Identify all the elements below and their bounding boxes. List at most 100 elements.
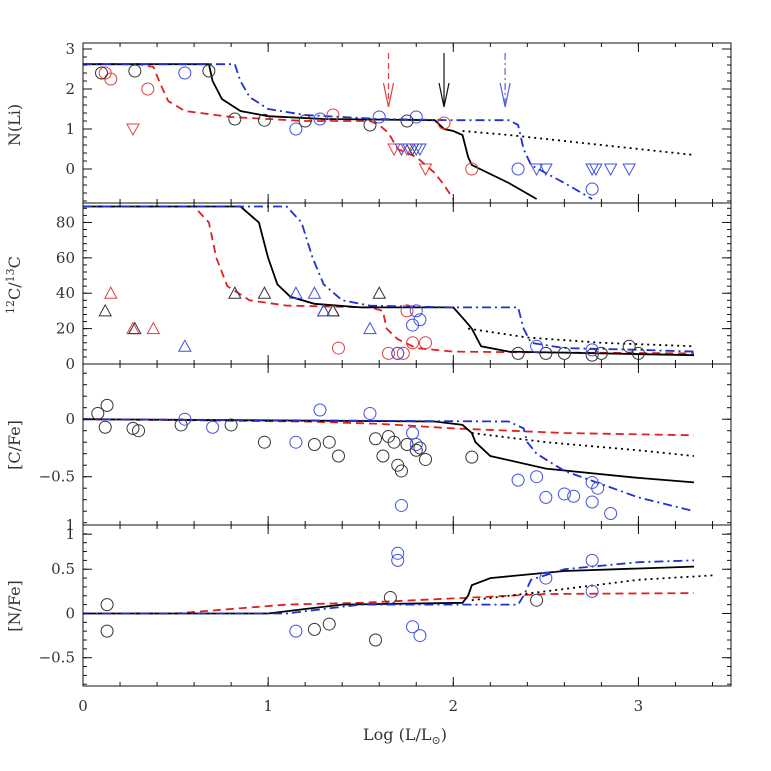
triangle-down-point-blue [603,163,618,177]
triangle-down-point-red [126,123,140,137]
panel-li: 0 1 2 3 [65,40,732,204]
circle-point-blue [178,66,192,80]
circle-point-red [104,72,118,86]
circle-point-blue [539,571,553,585]
triangle-up-point-red [126,321,140,335]
y-tick-label: 2 [65,80,75,98]
triangle-up-point-black [372,286,387,299]
circle-point-black [224,418,238,432]
circle-point-blue [413,629,427,643]
y-tick-label: 0 [65,355,75,373]
circle-point-red [326,108,340,122]
xlabel-main: Log (L/L [363,725,432,744]
triangle-down-point-blue [413,143,427,157]
circle-point-red [396,346,410,360]
y-tick-label: 1 [65,516,75,534]
triangle-down-point-red [418,163,433,177]
circle-point-blue [313,403,327,417]
curve-solid-model [83,565,695,615]
circle-point-red [331,341,345,355]
circle-point-red [400,304,414,318]
x-tick-label: 3 [634,697,644,715]
curve-dashed-model [83,205,695,355]
curve-dotted-model [467,327,695,348]
circle-point-black [257,435,271,449]
curve-dotted-model [471,432,695,457]
circle-point-blue [530,339,544,353]
circle-point-black [511,346,525,360]
circle-point-black [126,421,140,435]
panel-nfe: 1 0.5 0 −0.5 [39,516,732,687]
circle-point-blue [406,426,420,440]
circle-point-red [141,82,155,96]
panel-c1213: 0 20 40 60 80 [56,202,732,373]
circle-point-black [298,114,312,128]
circle-point-blue [372,110,386,124]
circle-point-black [100,624,114,638]
plot-area-c1213 [83,205,695,362]
circle-point-black [322,617,336,631]
y-tick-label: 40 [56,284,75,302]
ylabel-li: N(Li) [5,104,24,146]
panel-cfe: 0 −0.5 1 [39,363,732,543]
triangle-up-point-blue [307,286,322,299]
x-tick-label: 2 [449,697,459,715]
circle-point-blue [413,313,427,327]
triangle-up-point-blue [363,321,377,335]
circle-point-black [585,348,599,362]
circle-point-red [419,336,433,350]
circle-point-black [363,118,377,132]
triangle-up-point-red [103,286,118,299]
y-tick-label: 80 [56,213,75,231]
panel-frame-cfe [82,363,732,526]
plot-area-cfe [83,398,695,520]
circle-point-black [409,443,423,457]
circle-point-red [406,336,420,350]
evolution-arrow-head [499,82,511,108]
circle-point-blue [391,546,405,560]
circle-point-blue [406,318,420,332]
y-tick-label: −0.5 [39,468,75,486]
panel-frame-nfe [82,524,732,687]
plot-area-li [83,63,695,200]
y-tick-label: 60 [56,249,75,267]
triangle-down-point-blue [622,163,637,177]
circle-point-black [132,424,146,438]
curve-solid-model [83,205,695,357]
circle-point-black [322,435,336,449]
circle-point-blue [585,182,599,196]
ylabel-c1213-pre: 12 [4,300,17,314]
circle-point-blue [567,489,581,503]
circle-point-black [307,622,321,636]
circle-point-black [557,346,571,360]
ylabel-c1213-end: C [5,256,24,268]
y-tick-label: −0.5 [39,649,75,667]
circle-point-red [437,116,451,130]
circle-point-blue [591,481,605,495]
ylabel-nfe: [N/Fe] [5,580,24,632]
y-tick-label: 0 [65,160,75,178]
y-tick-label: 1 [65,120,75,138]
circle-point-blue [391,553,405,567]
circle-point-blue [585,584,599,598]
circle-point-black [465,450,479,464]
evolution-arrow-head [382,82,395,108]
circle-point-blue [313,112,327,126]
curve-solid-model [83,418,695,484]
x-tick-label: 1 [263,697,273,715]
circle-point-blue [206,420,220,434]
circle-point-blue [391,346,405,360]
y-tick-label: 3 [65,40,75,58]
curve-solid-model [83,63,538,200]
circle-point-blue [539,490,553,504]
circle-point-black [257,113,271,127]
circle-point-black [307,438,321,451]
y-tick-label: 20 [56,320,75,338]
curve-dash-dot-model [83,559,695,615]
triangle-down-point-blue [394,143,409,157]
circle-point-black [400,114,414,128]
circle-point-black [369,432,383,446]
circle-point-blue [289,122,303,136]
y-tick-label: 0 [65,410,75,428]
circle-point-black [622,339,636,353]
